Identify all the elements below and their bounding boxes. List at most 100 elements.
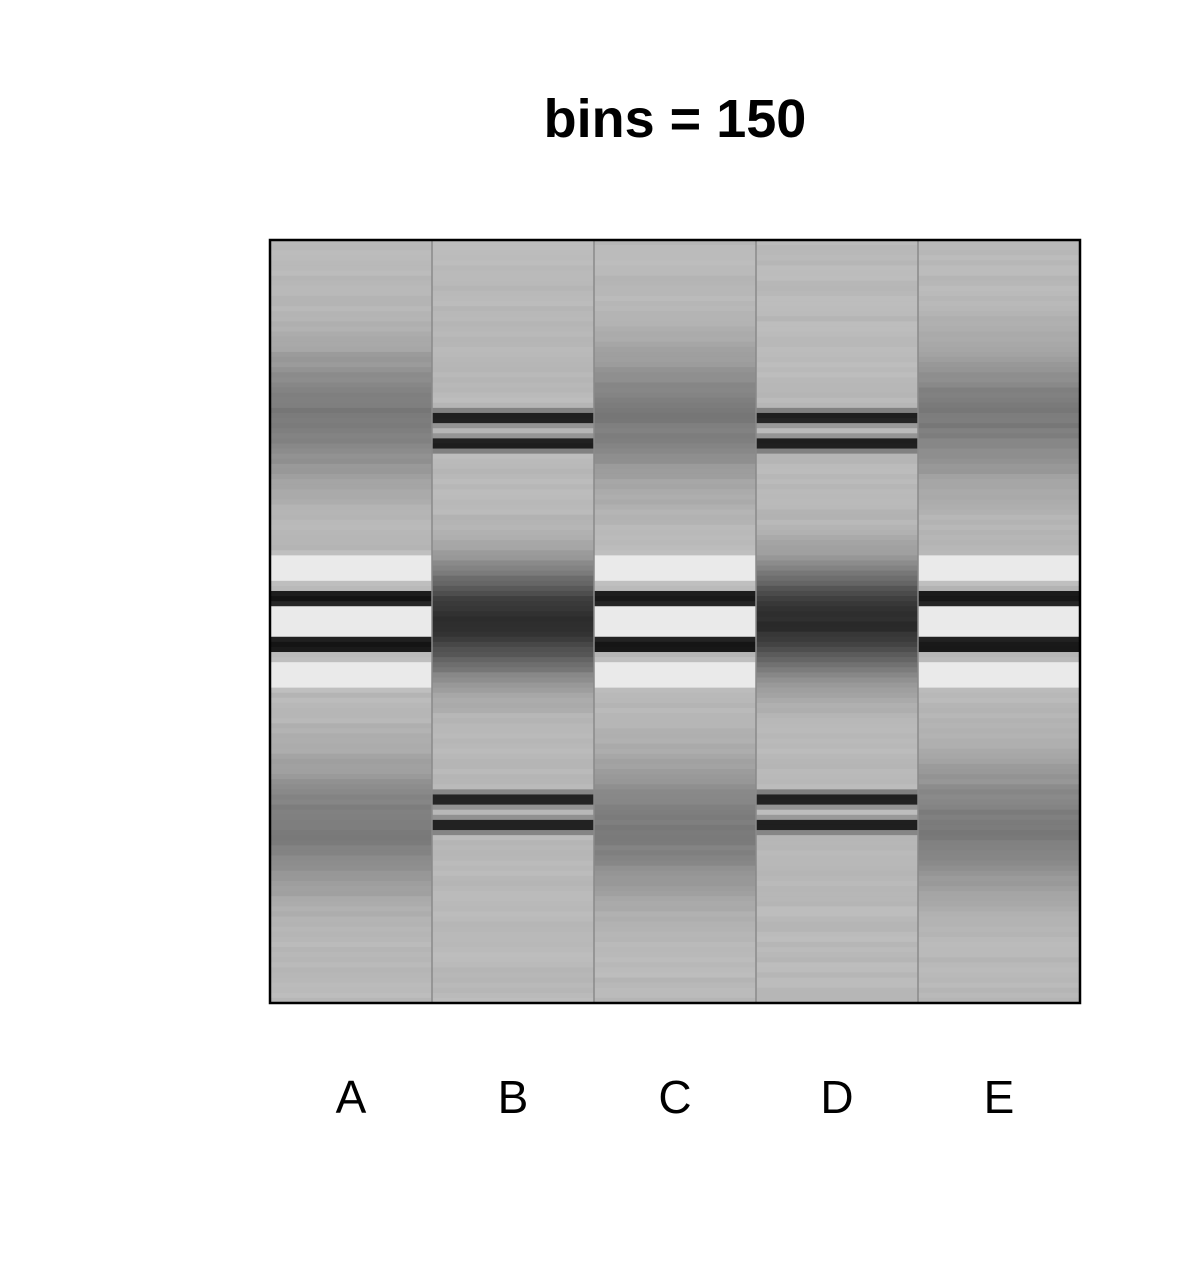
heatmap-cell [756,407,918,414]
heatmap-cell [918,275,1080,282]
heatmap-cell [756,738,918,745]
heatmap-cell [270,677,432,684]
heatmap-cell [432,667,594,673]
heatmap-cell [270,957,432,963]
heatmap-cell [756,290,918,297]
heatmap-cell [270,479,432,485]
heatmap-cell [756,804,918,811]
heatmap-cell [270,662,432,668]
heatmap-cell [918,265,1080,272]
heatmap-cell [594,926,756,933]
heatmap-cell [918,687,1080,694]
heatmap-cell [270,967,432,974]
heatmap-cell [918,448,1080,455]
heatmap-cell [756,356,918,363]
heatmap-cell [432,692,594,699]
heatmap-cell [918,830,1080,836]
heatmap-cell [270,596,432,602]
heatmap-cell [918,412,1080,419]
heatmap-cell [270,936,432,943]
heatmap-cell [594,952,756,958]
heatmap-cell [918,911,1080,918]
heatmap-cell [270,351,432,358]
heatmap-cell [270,606,432,612]
heatmap-cell [756,504,918,511]
heatmap-cell [432,728,594,735]
heatmap-cell [756,987,918,994]
heatmap-cell [594,473,756,480]
heatmap-cell [594,641,756,648]
heatmap-cell [432,626,594,633]
heatmap-cell [270,809,432,816]
heatmap-cell [918,590,1080,597]
heatmap-cell [918,423,1080,429]
heatmap-cell [918,804,1080,811]
heatmap-cell [432,769,594,775]
heatmap-cell [594,931,756,938]
heatmap-cell [918,280,1080,287]
heatmap-cell [432,860,594,867]
heatmap-cell [432,789,594,796]
heatmap-cell [594,748,756,755]
heatmap-cell [594,494,756,501]
heatmap-cell [918,387,1080,394]
heatmap-cell [432,590,594,597]
heatmap-cell [594,306,756,312]
heatmap-cell [756,382,918,389]
heatmap-cell [594,713,756,719]
heatmap-cell [594,982,756,989]
heatmap-cell [918,377,1080,384]
heatmap-cell [918,850,1080,857]
heatmap-cell [432,824,594,831]
heatmap-cell [432,550,594,556]
heatmap-cell [594,692,756,699]
heatmap-cell [918,397,1080,404]
heatmap-cell [756,631,918,638]
heatmap-cell [918,341,1080,348]
heatmap-cell [270,687,432,694]
heatmap-cell [756,875,918,882]
heatmap-cell [756,682,918,689]
heatmap-cell [270,738,432,745]
heatmap-cell [270,702,432,709]
heatmap-cell [594,351,756,358]
heatmap-cell [594,819,756,826]
heatmap-cell [594,407,756,414]
heatmap-cell [918,428,1080,434]
heatmap-cell [270,392,432,399]
heatmap-cell [918,819,1080,826]
heatmap-cell [594,489,756,495]
heatmap-cell [432,748,594,755]
heatmap-cell [918,667,1080,673]
heatmap-cell [270,412,432,419]
heatmap-cell [432,941,594,948]
heatmap-cell [756,362,918,368]
heatmap-cell [432,774,594,780]
heatmap-cell [432,723,594,729]
heatmap-cell [432,713,594,719]
heatmap-cell [594,336,756,343]
heatmap-cell [756,392,918,399]
heatmap-cell [432,611,594,618]
heatmap-cell [270,275,432,282]
heatmap-cell [594,901,756,907]
heatmap-cell [756,713,918,719]
heatmap-cell [918,845,1080,851]
heatmap-cell [270,657,432,663]
heatmap-cell [594,448,756,455]
heatmap-cell [918,997,1080,1004]
heatmap-cell [432,311,594,317]
heatmap-cell [594,835,756,841]
heatmap-cell [756,835,918,841]
heatmap-cell [918,921,1080,928]
heatmap-cell [270,285,432,292]
heatmap-cell [270,992,432,999]
heatmap-cell [756,662,918,668]
heatmap-cell [756,565,918,572]
heatmap-cell [594,616,756,623]
heatmap-cell [594,860,756,867]
heatmap-cell [756,865,918,872]
heatmap-cell [270,886,432,892]
heatmap-cell [756,799,918,806]
